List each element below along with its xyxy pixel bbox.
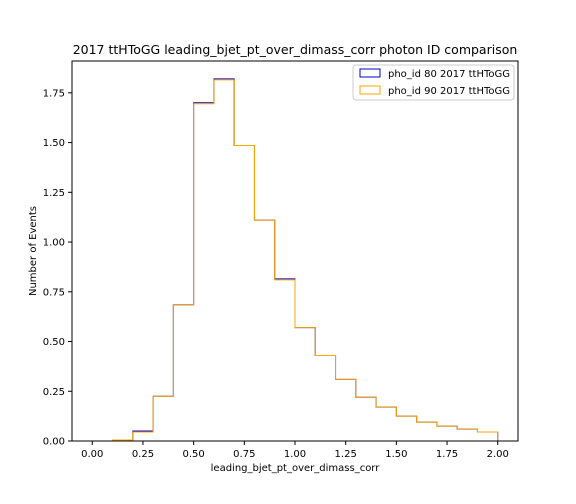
- x-axis-label: leading_bjet_pt_over_dimass_corr: [211, 463, 381, 474]
- y-tick-label: 0.50: [43, 337, 65, 348]
- legend-label-pho-id-90: pho_id 90 2017 ttHToGG: [388, 86, 510, 97]
- y-tick-label: 0.25: [43, 387, 65, 398]
- y-tick-label: 1.50: [43, 138, 65, 149]
- y-axis-label: Number of Events: [28, 206, 39, 296]
- x-axis-ticks: 0.00 0.25 0.50 0.75 1.00 1.25 1.50 1.75 2.00: [81, 441, 509, 460]
- x-tick-label: 0.75: [233, 449, 255, 460]
- chart-title: 2017 ttHToGG leading_bjet_pt_over_dimass…: [73, 42, 518, 57]
- x-tick-label: 1.00: [284, 449, 306, 460]
- x-tick-label: 0.00: [81, 449, 103, 460]
- legend-swatch-pho-id-90: [359, 85, 381, 95]
- y-tick-label: 0.75: [43, 287, 65, 298]
- series-step-1: [92, 79, 499, 442]
- legend-box: [352, 64, 515, 101]
- y-tick-label: 1.25: [43, 188, 65, 199]
- legend-label-pho-id-80: pho_id 80 2017 ttHToGG: [388, 69, 510, 80]
- y-tick-label: 1.00: [43, 238, 65, 249]
- y-axis-ticks: 0.00 0.25 0.50 0.75 1.00 1.25 1.50 1.75: [43, 88, 72, 448]
- x-tick-label: 0.50: [183, 449, 205, 460]
- legend-swatch-pho-id-80: [359, 68, 381, 78]
- x-tick-label: 0.25: [132, 449, 154, 460]
- x-tick-label: 1.25: [335, 449, 357, 460]
- y-tick-label: 1.75: [43, 88, 65, 99]
- y-tick-label: 0.00: [43, 437, 65, 448]
- x-tick-label: 1.75: [436, 449, 458, 460]
- legend: pho_id 80 2017 ttHToGG pho_id 90 2017 tt…: [352, 64, 515, 101]
- histogram-series: [92, 78, 499, 442]
- x-tick-label: 1.50: [385, 449, 407, 460]
- x-tick-label: 2.00: [487, 449, 509, 460]
